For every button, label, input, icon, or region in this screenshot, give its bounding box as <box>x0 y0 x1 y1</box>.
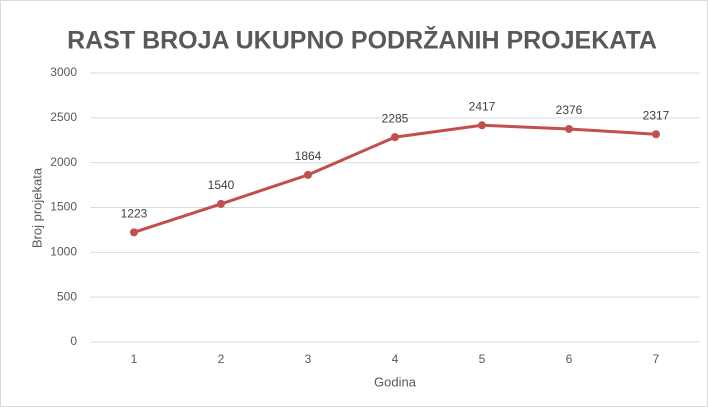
data-point <box>130 228 138 237</box>
data-label: 2317 <box>643 108 670 122</box>
chart-title: RAST BROJA UKUPNO PODRŽANIH PROJEKATA <box>67 25 657 55</box>
y-tick-label: 2500 <box>50 110 77 124</box>
data-point <box>391 133 399 142</box>
x-tick-label: 2 <box>218 352 225 366</box>
data-point <box>478 121 486 130</box>
data-point <box>217 199 225 208</box>
x-tick-label: 7 <box>653 352 660 366</box>
x-tick-label: 5 <box>479 352 486 366</box>
data-label: 1864 <box>295 149 322 163</box>
y-tick-label: 500 <box>57 289 77 303</box>
data-point <box>565 124 573 133</box>
y-tick-label: 1000 <box>50 245 77 259</box>
x-tick-label: 6 <box>566 352 573 366</box>
y-tick-label: 2000 <box>50 155 77 169</box>
data-label: 1540 <box>208 178 235 192</box>
y-tick-label: 3000 <box>50 65 77 79</box>
data-point <box>652 130 660 139</box>
x-axis-label: Godina <box>374 374 417 389</box>
x-tick-label: 3 <box>305 352 312 366</box>
y-tick-label: 0 <box>70 334 77 348</box>
data-label: 2376 <box>556 103 583 117</box>
x-tick-label: 1 <box>131 352 138 366</box>
x-tick-label: 4 <box>392 352 399 366</box>
data-label: 2417 <box>469 99 496 113</box>
data-point <box>304 170 312 179</box>
data-label: 1223 <box>121 207 148 221</box>
y-tick-label: 1500 <box>50 200 77 214</box>
data-label: 2285 <box>382 111 409 125</box>
y-axis-label: Broj projekata <box>29 167 44 248</box>
